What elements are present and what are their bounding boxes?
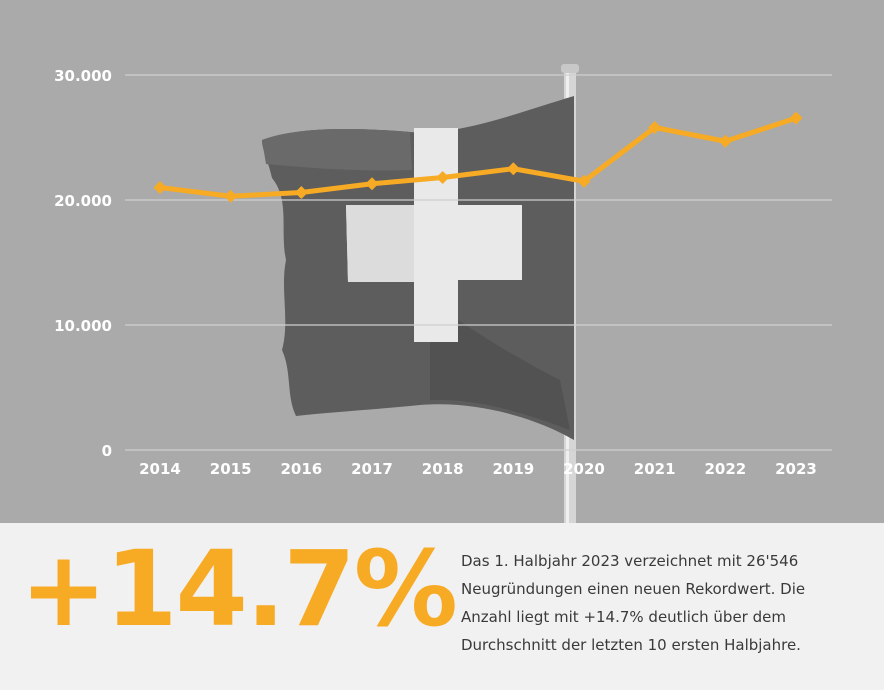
flagpole-cap bbox=[561, 64, 579, 73]
data-point-marker bbox=[648, 121, 662, 134]
x-tick-label: 2019 bbox=[492, 460, 534, 478]
y-tick-label: 20.000 bbox=[54, 192, 112, 210]
growth-percentage: +14.7% bbox=[20, 528, 458, 650]
stat-panel: +14.7% Das 1. Halbjahr 2023 verzeichnet … bbox=[0, 523, 884, 690]
x-tick-label: 2022 bbox=[704, 460, 746, 478]
data-point-marker bbox=[365, 177, 379, 191]
data-point-marker bbox=[294, 186, 308, 199]
data-point-marker bbox=[506, 162, 520, 176]
series-line bbox=[153, 111, 803, 203]
data-point-marker bbox=[153, 181, 167, 194]
description-text: Das 1. Halbjahr 2023 verzeichnet mit 26'… bbox=[461, 552, 806, 654]
x-axis-ticks: 2014 2015 2016 2017 2018 2019 2020 2021 2022 2023 bbox=[139, 460, 817, 478]
grid bbox=[125, 74, 832, 451]
data-point-marker bbox=[224, 189, 238, 203]
data-point-marker bbox=[436, 171, 450, 184]
background-photo bbox=[262, 64, 579, 523]
data-point-marker bbox=[789, 111, 803, 125]
y-tick-label: 30.000 bbox=[54, 67, 112, 85]
data-point-marker bbox=[718, 134, 732, 148]
x-tick-label: 2016 bbox=[280, 460, 322, 478]
x-tick-label: 2021 bbox=[634, 460, 676, 478]
chart-panel: 0 10.000 20.000 30.000 2014 2015 2016 2017 2018… bbox=[0, 0, 884, 523]
x-tick-label: 2014 bbox=[139, 460, 181, 478]
y-axis-ticks: 0 10.000 20.000 30.000 bbox=[54, 67, 112, 460]
line-chart: 0 10.000 20.000 30.000 2014 2015 2016 2017 2018… bbox=[54, 64, 832, 523]
y-tick-label: 0 bbox=[102, 442, 112, 460]
x-tick-label: 2018 bbox=[422, 460, 464, 478]
x-tick-label: 2020 bbox=[563, 460, 605, 478]
x-tick-label: 2017 bbox=[351, 460, 393, 478]
flag-cross bbox=[346, 128, 522, 342]
x-tick-label: 2023 bbox=[775, 460, 817, 478]
x-tick-label: 2015 bbox=[210, 460, 252, 478]
y-tick-label: 10.000 bbox=[54, 317, 112, 335]
series-line-path bbox=[157, 115, 799, 199]
data-point-marker bbox=[577, 174, 591, 188]
